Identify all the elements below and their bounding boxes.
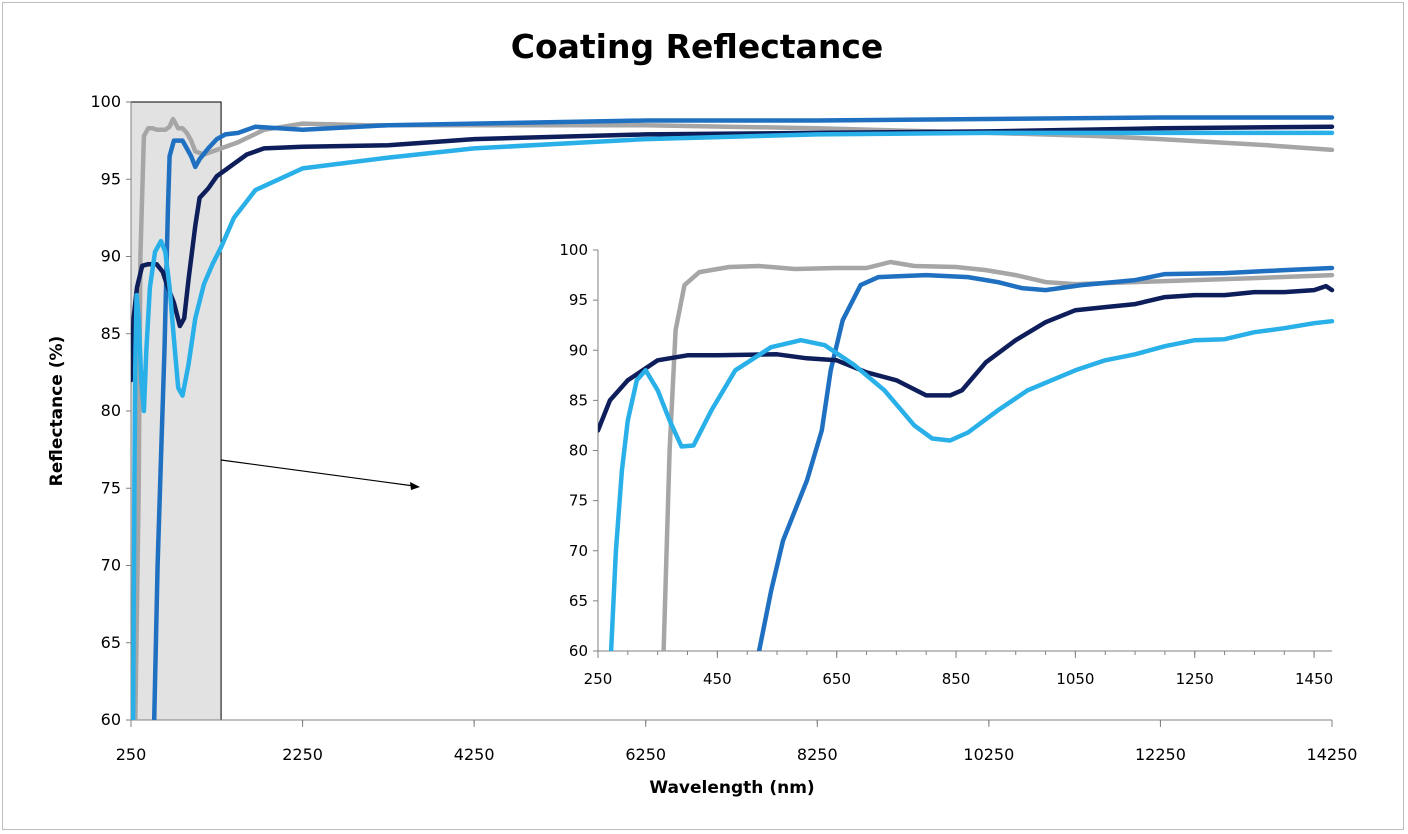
main-y-tick-label: 60 [101,710,121,729]
inset-series-line-2 [756,265,1335,651]
inset-x-tick-label: 650 [822,670,851,688]
inset-x-tick-label: 850 [942,670,971,688]
inset-y-tick-label: 95 [569,291,588,309]
inset-x-tick-label: 1050 [1056,670,1094,688]
zoom-arrow-head [410,482,420,490]
inset-y-tick-label: 85 [569,391,588,409]
main-x-tick-label: 6250 [625,745,666,764]
main-y-tick-label: 95 [101,169,121,188]
main-y-tick-label: 75 [101,478,121,497]
main-x-tick-label: 12250 [1135,745,1186,764]
inset-y-tick-label: 100 [559,241,588,259]
main-series-line-1 [131,116,1335,720]
y-axis-label: Reflectance (%) [47,336,67,487]
inset-y-tick-label: 70 [569,542,588,560]
zoom-arrow-line [220,459,415,487]
inset-x-tick-label: 250 [584,670,613,688]
inset-y-tick-label: 80 [569,442,588,460]
inset-x-tick-label: 450 [703,670,732,688]
main-x-tick-label: 8250 [797,745,838,764]
main-x-tick-label: 10250 [963,745,1014,764]
inset-x-tick-label: 1450 [1295,670,1333,688]
inset-series-line-3 [598,283,1335,433]
main-y-tick-label: 90 [101,247,121,266]
chart-title: Coating Reflectance [511,27,884,66]
main-x-tick-label: 14250 [1307,745,1358,764]
x-axis-label: Wavelength (nm) [649,778,814,798]
main-y-tick-label: 100 [90,92,121,111]
main-x-tick-label: 250 [116,745,147,764]
inset-y-tick-label: 75 [569,492,588,510]
main-y-tick-label: 70 [101,556,121,575]
inset-series-line-1 [661,259,1335,651]
inset-series-line-4 [608,318,1335,651]
inset-y-tick-label: 90 [569,341,588,359]
inset-y-tick-label: 65 [569,592,588,610]
main-series-line-3 [131,124,1335,383]
main-y-tick-label: 85 [101,324,121,343]
main-series-line-4 [131,130,1335,720]
main-series-line-2 [151,115,1335,720]
main-x-tick-label: 4250 [454,745,495,764]
inset-y-tick-label: 60 [569,642,588,660]
inset-x-tick-label: 1250 [1176,670,1214,688]
main-y-tick-label: 65 [101,633,121,652]
main-x-tick-label: 2250 [282,745,323,764]
main-y-tick-label: 80 [101,401,121,420]
